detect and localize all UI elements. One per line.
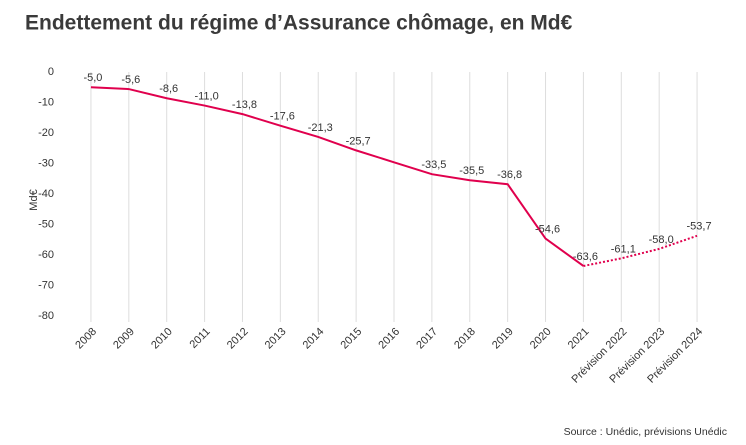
data-label: -36,8 xyxy=(497,169,522,181)
y-tick-label: -60 xyxy=(38,249,54,261)
data-label: -17,6 xyxy=(270,111,295,123)
data-label: -25,7 xyxy=(346,135,371,147)
y-tick-label: -30 xyxy=(38,157,54,169)
data-label: -5,6 xyxy=(121,74,140,86)
data-label: -11,0 xyxy=(194,90,218,102)
y-tick-label: -40 xyxy=(38,188,54,200)
x-tick-label: 2021 xyxy=(566,326,592,352)
data-label: -13,8 xyxy=(232,99,257,111)
y-tick-label: -20 xyxy=(38,127,54,139)
data-label: -33,5 xyxy=(421,159,446,171)
data-label: -53,7 xyxy=(687,221,712,233)
x-tick-label: 2008 xyxy=(73,326,99,352)
data-label: -5,0 xyxy=(83,72,102,84)
x-tick-label: 2012 xyxy=(225,326,251,352)
data-label: -35,5 xyxy=(459,165,484,177)
x-tick-label: 2019 xyxy=(490,326,516,352)
y-tick-label: 0 xyxy=(48,66,54,78)
x-tick-label: 2014 xyxy=(301,326,327,352)
line-forecast xyxy=(583,234,698,267)
y-tick-label: -10 xyxy=(38,96,54,108)
data-label: -8,6 xyxy=(159,83,178,95)
x-tick-label: 2017 xyxy=(414,326,440,352)
x-tick-label: 2016 xyxy=(376,326,402,352)
data-label: -63,6 xyxy=(573,251,598,263)
data-label: -54,6 xyxy=(535,223,560,235)
chart-title: Endettement du régime d’Assurance chômag… xyxy=(25,12,573,35)
data-label: -58,0 xyxy=(649,234,674,246)
x-tick-label: 2020 xyxy=(528,326,554,352)
data-label: -21,3 xyxy=(308,122,333,134)
y-axis-label: Md€ xyxy=(28,189,40,210)
line-actual xyxy=(90,86,584,267)
x-tick-label: 2018 xyxy=(452,326,478,352)
data-label: -61,1 xyxy=(611,243,636,255)
y-tick-label: -50 xyxy=(38,218,54,230)
source: Source : Unédic, prévisions Unédic xyxy=(564,426,727,438)
x-tick-label: 2013 xyxy=(263,326,289,352)
x-tick-label: 2011 xyxy=(188,326,213,351)
x-tick-label: 2009 xyxy=(111,326,137,352)
x-tick-label: 2010 xyxy=(149,326,175,352)
y-tick-label: -80 xyxy=(38,310,54,322)
y-tick-label: -70 xyxy=(38,279,54,291)
x-tick-label: 2015 xyxy=(338,326,364,352)
